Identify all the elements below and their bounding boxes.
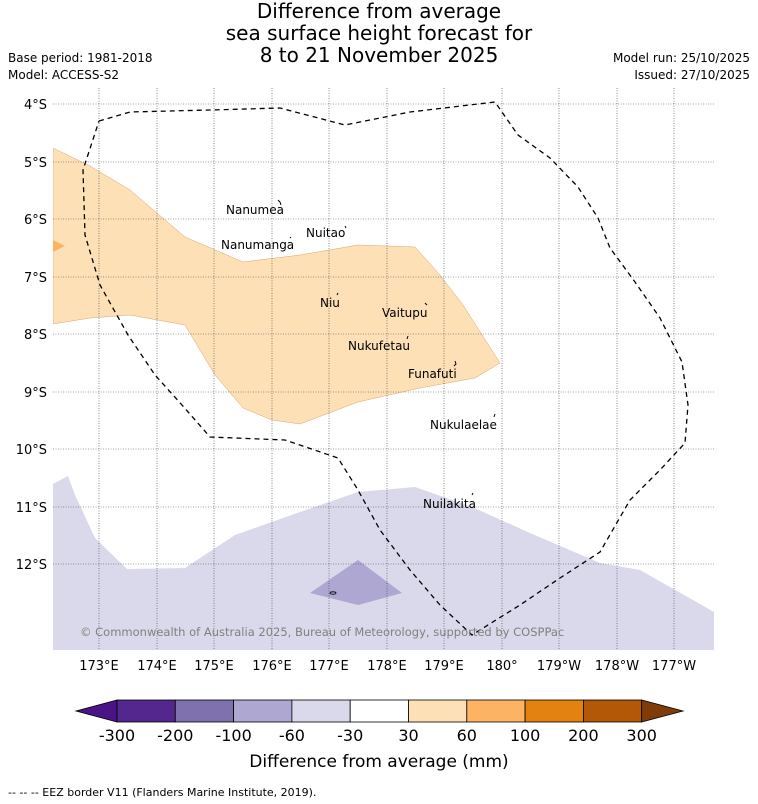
colorbar-tick-7: 60 bbox=[457, 726, 477, 745]
colorbar-bin-5 bbox=[349, 699, 409, 723]
model-run: Model run: 25/10/2025 bbox=[612, 51, 750, 65]
colorbar-extend-high bbox=[641, 699, 685, 723]
niu-island-marker bbox=[336, 292, 339, 296]
map-area: Nanumea Nuitao Nanumanga Niu Vaitupu Nuk… bbox=[53, 88, 714, 650]
anomaly-region-60-100 bbox=[53, 240, 65, 252]
lat-label-6s: 6°S bbox=[24, 213, 47, 228]
island-label-funafuti: Funafuti bbox=[408, 367, 457, 381]
map-title: Difference from average sea surface heig… bbox=[0, 0, 758, 66]
title-line-2: sea surface height forecast for bbox=[225, 21, 533, 45]
island-label-nukulaelae: Nukulaelae bbox=[430, 418, 497, 432]
nukufetau-island-marker bbox=[406, 335, 409, 340]
colorbar-bin-4 bbox=[291, 699, 351, 723]
colorbar-tick-8: 100 bbox=[510, 726, 541, 745]
island-label-vaitupu: Vaitupu bbox=[382, 306, 428, 320]
lon-label-179e: 179°E bbox=[424, 659, 464, 674]
lat-label-5s: 5°S bbox=[24, 156, 47, 171]
colorbar-bin-6 bbox=[408, 699, 468, 723]
vaitupu-island-marker bbox=[424, 302, 428, 306]
colorbar-tick-6: 30 bbox=[398, 726, 418, 745]
colorbar-tick-10: 300 bbox=[626, 726, 657, 745]
copyright-notice: © Commonwealth of Australia 2025, Bureau… bbox=[80, 625, 564, 639]
eez-border bbox=[82, 101, 689, 636]
lon-label-177e: 177°E bbox=[309, 659, 349, 674]
island-label-nanumea: Nanumea bbox=[226, 203, 284, 217]
island-label-nanumanga: Nanumanga bbox=[221, 238, 294, 252]
island-label-niu: Niu bbox=[320, 296, 340, 310]
title-line-1: Difference from average bbox=[256, 0, 502, 23]
anomaly-region-neg-100-60 bbox=[310, 560, 402, 605]
colorbar-tick-1: -300 bbox=[99, 726, 135, 745]
colorbar-bin-3 bbox=[233, 699, 293, 723]
anomaly-region-30-60 bbox=[53, 147, 501, 425]
colorbar-label: Difference from average (mm) bbox=[249, 752, 508, 772]
colorbar-extend-low bbox=[74, 699, 118, 723]
colorbar-tick-2: -200 bbox=[157, 726, 193, 745]
lon-label-173e: 173°E bbox=[79, 659, 119, 674]
lat-label-11s: 11°S bbox=[16, 501, 47, 516]
colorbar-bin-8 bbox=[524, 699, 584, 723]
lon-label-178e: 178°E bbox=[367, 659, 407, 674]
colorbar-bin-9 bbox=[583, 699, 643, 723]
island-label-nuilakita: Nuilakita bbox=[423, 497, 476, 511]
colorbar-tick-5: -30 bbox=[337, 726, 363, 745]
colorbar-tick-9: 200 bbox=[568, 726, 599, 745]
lat-label-10s: 10°S bbox=[16, 443, 47, 458]
colorbar-bin-7 bbox=[466, 699, 526, 723]
model-name: Model: ACCESS-S2 bbox=[8, 68, 120, 82]
nukulaelae-island-marker bbox=[493, 413, 496, 418]
nanumea-island-marker bbox=[277, 199, 282, 206]
nuitao-island-marker bbox=[344, 225, 347, 229]
colorbar-bin-1 bbox=[116, 699, 176, 723]
lat-label-7s: 7°S bbox=[24, 271, 47, 286]
lon-label-179w: 179°W bbox=[537, 659, 581, 674]
lat-label-12s: 12°S bbox=[16, 558, 47, 573]
nanumanga-island-marker bbox=[289, 236, 292, 239]
island-label-nukufetau: Nukufetau bbox=[348, 339, 410, 353]
island-label-nuitao: Nuitao bbox=[306, 226, 345, 240]
gridlines bbox=[53, 88, 714, 650]
island-markers bbox=[277, 199, 496, 595]
nuilakita-island-marker bbox=[471, 492, 474, 496]
lon-label-178w: 178°W bbox=[595, 659, 639, 674]
funafuti-island-marker bbox=[453, 360, 457, 367]
anomaly-region-neg-60-30 bbox=[53, 476, 714, 650]
colorbar-tick-4: -60 bbox=[279, 726, 305, 745]
lon-label-175e: 175°E bbox=[194, 659, 234, 674]
colorbar-tick-3: -100 bbox=[215, 726, 251, 745]
lat-label-4s: 4°S bbox=[24, 98, 47, 113]
colorbar bbox=[74, 699, 685, 723]
base-period: Base period: 1981-2018 bbox=[8, 51, 153, 65]
title-line-3: 8 to 21 November 2025 bbox=[259, 43, 499, 67]
meta-left: Base period: 1981-2018 Model: ACCESS-S2 bbox=[8, 50, 153, 84]
reef-marker bbox=[329, 591, 337, 595]
colorbar-bin-2 bbox=[174, 699, 235, 723]
eez-footnote: -- -- -- EEZ border V11 (Flanders Marine… bbox=[8, 786, 317, 799]
lon-label-177w: 177°W bbox=[652, 659, 696, 674]
lon-label-176e: 176°E bbox=[252, 659, 292, 674]
lat-label-8s: 8°S bbox=[24, 328, 47, 343]
issued-date: Issued: 27/10/2025 bbox=[634, 68, 750, 82]
meta-right: Model run: 25/10/2025 Issued: 27/10/2025 bbox=[613, 50, 750, 84]
lon-label-180: 180° bbox=[486, 659, 517, 674]
lon-label-174e: 174°E bbox=[137, 659, 177, 674]
lat-label-9s: 9°S bbox=[24, 386, 47, 401]
